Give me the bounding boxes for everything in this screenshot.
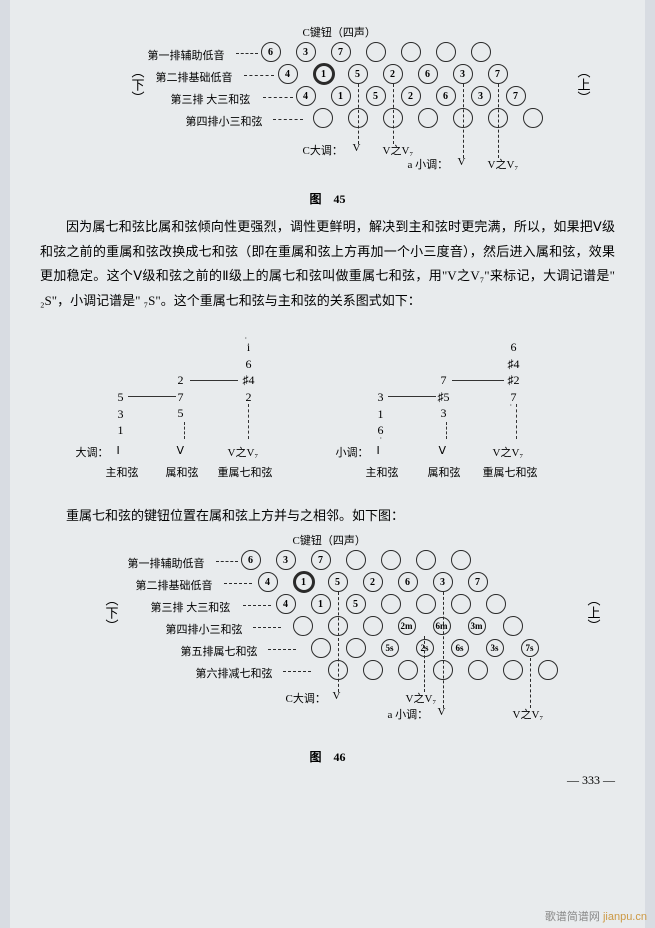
row1-label: 第一排辅助低音 bbox=[148, 47, 225, 63]
c-button-label-2: C键钮（四声） bbox=[293, 532, 366, 548]
figure-45: C键钮（四声） （下） （上） 第一排辅助低音 第二排基础低音 第三排 大三和弦… bbox=[48, 30, 608, 180]
btn: 6 bbox=[261, 42, 281, 62]
btn bbox=[418, 108, 438, 128]
side-left-label: （下） bbox=[128, 65, 147, 104]
row3-label: 第三排 大三和弦 bbox=[171, 91, 251, 107]
btn bbox=[366, 42, 386, 62]
btn: 4 bbox=[296, 86, 316, 106]
btn: 7 bbox=[331, 42, 351, 62]
page-number: — 333 — bbox=[40, 773, 615, 788]
btn: 2 bbox=[401, 86, 421, 106]
btn bbox=[523, 108, 543, 128]
chord-relationship: 5 3 1 2 7 5 i· 6 ♯4 2 大调： Ⅰ Ⅴ V之V₇ 主和弦 属… bbox=[68, 334, 588, 494]
watermark: 歌谱简谱网 jianpu.cn bbox=[545, 908, 647, 924]
fig45-caption: 图 45 bbox=[40, 190, 615, 207]
btn: 3 bbox=[296, 42, 316, 62]
cmaj-label: C大调： bbox=[303, 142, 343, 158]
side-right-label: （上） bbox=[574, 65, 593, 104]
btn: 6 bbox=[418, 64, 438, 84]
btn: 7 bbox=[488, 64, 508, 84]
row4-label: 第四排小三和弦 bbox=[186, 113, 263, 129]
figure-46: C键钮（四声） （下） （上） 第一排辅助低音 第二排基础低音 第三排 大三和弦… bbox=[48, 538, 608, 738]
btn: 2 bbox=[383, 64, 403, 84]
btn: 3 bbox=[453, 64, 473, 84]
row2-label: 第二排基础低音 bbox=[156, 69, 233, 85]
btn: 7 bbox=[506, 86, 526, 106]
fig46-caption: 图 46 bbox=[40, 748, 615, 765]
paragraph-2: 重属七和弦的键钮位置在属和弦上方并与之相邻。如下图： bbox=[40, 504, 615, 529]
btn: 1 bbox=[331, 86, 351, 106]
btn bbox=[436, 42, 456, 62]
btn bbox=[313, 108, 333, 128]
btn: 5 bbox=[348, 64, 368, 84]
btn bbox=[401, 42, 421, 62]
btn: 6 bbox=[436, 86, 456, 106]
btn: 5 bbox=[366, 86, 386, 106]
btn bbox=[471, 42, 491, 62]
btn-c: 1 bbox=[313, 63, 335, 85]
btn: 4 bbox=[278, 64, 298, 84]
paragraph-1: 因为属七和弦比属和弦倾向性更强烈，调性更鲜明，解决到主和弦时更完满，所以，如果把… bbox=[40, 215, 615, 314]
c-button-label: C键钮（四声） bbox=[303, 24, 376, 40]
btn: 3 bbox=[471, 86, 491, 106]
amin-label: a 小调： bbox=[408, 156, 449, 172]
